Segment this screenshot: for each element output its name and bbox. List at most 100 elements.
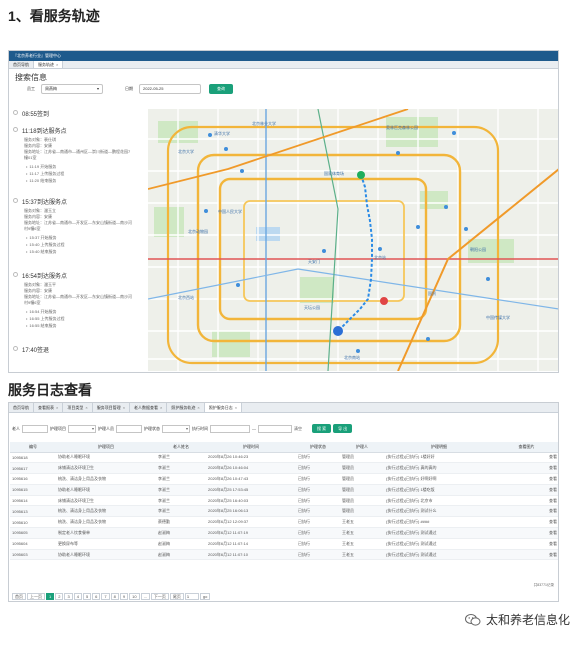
cell-id: 1095614 [10, 495, 56, 507]
stop-marker-icon[interactable] [380, 297, 388, 305]
close-icon[interactable]: × [160, 405, 163, 410]
column-header-images[interactable]: 查看图片 [494, 442, 558, 453]
tab-reports[interactable]: 查看报表 × [34, 403, 64, 412]
project-select[interactable]: ▾ [68, 424, 96, 433]
close-icon[interactable]: × [197, 405, 200, 410]
cell-detail: (执行过程)(已执行) 测试通过 [384, 527, 494, 539]
wechat-icon [464, 613, 481, 626]
goto-page-input[interactable]: 1 [184, 593, 199, 600]
tab-project-types[interactable]: 项目类型 × [63, 403, 93, 412]
page-button[interactable]: 1 [46, 593, 55, 600]
page-button[interactable]: 7 [101, 593, 110, 600]
exec-time-start-input[interactable] [210, 424, 250, 433]
current-location-marker-icon[interactable] [333, 326, 343, 336]
cell-view-link[interactable]: 查看 [494, 549, 558, 561]
table-row[interactable]: 1095616 梳洗、清洁身上用品及衣物 李淑兰 2020年8月26 10:47:43… [10, 473, 558, 485]
tab-elder-data[interactable]: 老人数据查看 × [130, 403, 168, 412]
column-header-elder[interactable]: 老人姓名 [156, 442, 206, 453]
timeline-title: 17:40签退 [22, 348, 50, 354]
search-button[interactable]: 搜 索 [312, 424, 332, 433]
cell-view-link[interactable]: 查看 [494, 484, 558, 496]
cell-detail: (执行过程)(已执行) 测试什么 [384, 505, 494, 518]
page-button[interactable]: 4 [73, 593, 82, 600]
first-page-button[interactable]: 首页 [12, 593, 26, 600]
table-row[interactable]: 1095617 床铺清洁及环境卫生 李淑兰 2020年8月26 10:46:04 已执行… [10, 462, 558, 475]
cell-view-link[interactable]: 查看 [494, 538, 558, 550]
column-header-project[interactable]: 护理项目 [56, 442, 156, 453]
column-header-time[interactable]: 护理时间 [206, 442, 296, 453]
go-button[interactable]: go [199, 593, 211, 600]
tab-service-items[interactable]: 服务项目管理 × [93, 403, 131, 412]
cell-view-link[interactable]: 查看 [494, 516, 558, 529]
close-icon[interactable]: × [56, 62, 59, 67]
cell-view-link[interactable]: 查看 [494, 505, 558, 518]
cell-view-link[interactable]: 查看 [494, 473, 558, 485]
tab-trajectory[interactable]: 服务轨迹 × [34, 61, 64, 68]
cell-caregiver: 王老五 [340, 516, 384, 529]
close-icon[interactable]: × [56, 405, 59, 410]
table-row[interactable]: 1095613 梳洗、清洁身上用品及衣物 李淑兰 2020年8月25 16:06:13… [10, 505, 558, 518]
cell-project: 协助老人睡眠环境 [56, 549, 156, 561]
timeline-detail: 服务内容：安康 [24, 214, 52, 219]
timeline-event: 15:40 结束服务 [26, 249, 56, 255]
page-button[interactable]: 10 [129, 593, 140, 600]
tab-home[interactable]: 首页导航 [9, 403, 34, 412]
prev-page-button[interactable]: 上一页 [27, 593, 45, 600]
date-label: 日期 [125, 86, 133, 91]
timeline-detail: 服务对象：裴仕琪 [24, 137, 56, 142]
cell-id: 1095617 [10, 462, 56, 475]
start-marker-icon[interactable] [357, 171, 365, 179]
cell-view-link[interactable]: 查看 [494, 527, 558, 539]
table-row[interactable]: 1095614 床铺清洁及环境卫生 李淑兰 2020年8月25 16:40:03 已执行… [10, 495, 558, 507]
date-input[interactable]: 2022-05-25 [139, 84, 201, 94]
cell-caregiver: 管理员 [340, 473, 384, 485]
page-button[interactable]: 3 [64, 593, 73, 600]
column-header-status[interactable]: 护理状态 [296, 442, 340, 453]
table-row[interactable]: 1095603 协助老人睡眠环境 赵淑梅 2020年6月12 11:07:10 已执行王… [10, 549, 558, 561]
tab-care-trajectory[interactable]: 照护服务轨迹 × [167, 403, 205, 412]
close-icon[interactable]: × [85, 405, 88, 410]
timeline-title: 16:54到达服务点 [22, 274, 68, 280]
staff-select[interactable]: 周燕梅 ▾ [41, 84, 103, 94]
cell-view-link[interactable]: 查看 [494, 495, 558, 507]
table-row[interactable]: 1095604 更换尿布等 赵淑梅 2020年6月12 11:07:14 已执行 王老五(… [10, 538, 558, 550]
timeline-dot-icon [13, 110, 18, 115]
cell-view-link[interactable]: 查看 [494, 452, 558, 464]
clear-link[interactable]: 清空 [294, 425, 302, 431]
column-header-id[interactable]: 编号 [10, 442, 56, 453]
cell-view-link[interactable]: 查看 [494, 462, 558, 475]
cell-project: 协助老人睡眠环境 [56, 452, 156, 464]
status-select[interactable]: ▾ [162, 424, 190, 433]
page-button[interactable]: 5 [82, 593, 92, 600]
cell-status: 已执行 [296, 473, 340, 485]
cell-elder: 李淑兰 [156, 505, 206, 518]
column-header-detail[interactable]: 护理明细 [384, 442, 494, 453]
caregiver-input[interactable] [116, 424, 142, 433]
exec-time-end-input[interactable] [258, 424, 292, 433]
table-row[interactable]: 1095610 梳洗、清洁身上用品及衣物 蔡德勤 2020年6月12 12:09:37… [10, 516, 558, 529]
query-button[interactable]: 查询 [209, 84, 233, 94]
table-row[interactable]: 1095615 协助老人睡眠环境 李淑兰 2020年8月25 17:53:45 已执行管… [10, 484, 558, 496]
export-button[interactable]: 导 出 [333, 424, 353, 433]
cell-caregiver: 管理员 [340, 505, 384, 518]
elder-input[interactable] [22, 424, 48, 433]
page-button[interactable]: 6 [92, 593, 101, 600]
close-icon[interactable]: × [122, 405, 126, 410]
cell-caregiver: 王老五 [340, 538, 384, 550]
page-button[interactable]: 2 [55, 593, 64, 600]
cell-caregiver: 管理员 [340, 484, 384, 496]
close-icon[interactable]: × [234, 405, 238, 410]
timeline-dot-icon [13, 198, 18, 203]
next-page-button[interactable]: 下一页 [150, 593, 169, 600]
page-button[interactable]: 8 [110, 593, 119, 600]
route-map[interactable]: 清华大学 北京大学 中国人民大学 北京动物园 北京西站 天安门 北京站 北京南站… [148, 109, 558, 371]
service-timeline: 08:55签到 11:18到达服务点 服务对象：裴仕琪 服务内容：安康 服务地址… [13, 109, 147, 371]
column-header-caregiver[interactable]: 护理人 [340, 442, 384, 453]
page-button[interactable]: 9 [119, 593, 129, 600]
table-row[interactable]: 1095618 协助老人睡眠环境 李淑兰 2020年8月26 10:46:23 已执行管… [10, 452, 558, 464]
last-page-button[interactable]: 尾页 [169, 593, 184, 600]
chevron-down-icon: ▾ [185, 425, 188, 431]
table-row[interactable]: 1095605 制定老人饮食餐单 赵淑梅 2020年6月12 11:07:19 已执行王… [10, 527, 558, 539]
tab-home[interactable]: 首页导航 [9, 61, 34, 68]
tab-care-log[interactable]: 照护服务日志 × [204, 403, 243, 412]
